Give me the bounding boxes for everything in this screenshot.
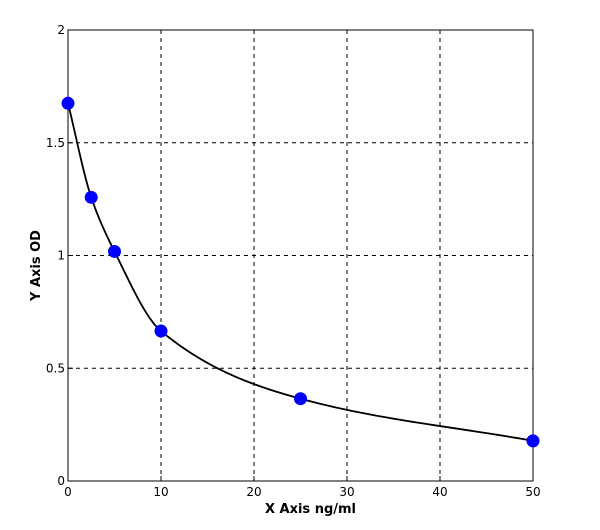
data-point bbox=[294, 392, 307, 406]
data-point bbox=[526, 434, 540, 448]
x-tick-label: 10 bbox=[153, 485, 168, 499]
fit-curve bbox=[67, 103, 534, 442]
x-tick-label: 50 bbox=[525, 485, 540, 499]
x-tick-label: 30 bbox=[339, 485, 354, 499]
y-tick-label: 1 bbox=[57, 249, 65, 263]
data-point bbox=[84, 190, 98, 204]
axis-ticks bbox=[67, 29, 534, 482]
y-axis-label: Y Axis OD bbox=[29, 230, 44, 302]
x-axis-label: X Axis ng/ml bbox=[265, 502, 356, 517]
tick-labels: 0 10 20 30 40 50 0 0.5 1 1.5 2 bbox=[46, 23, 541, 499]
data-point bbox=[154, 324, 168, 338]
data-points bbox=[61, 96, 540, 448]
y-tick-label: 0.5 bbox=[46, 361, 65, 375]
x-tick-label: 40 bbox=[432, 485, 447, 499]
data-point bbox=[61, 96, 75, 110]
grid bbox=[68, 30, 533, 481]
x-tick-label: 20 bbox=[246, 485, 261, 499]
data-point bbox=[108, 244, 121, 258]
x-tick-label: 0 bbox=[64, 485, 72, 499]
y-tick-label: 2 bbox=[57, 23, 65, 37]
y-tick-label: 0 bbox=[57, 474, 65, 488]
y-tick-label: 1.5 bbox=[46, 136, 65, 150]
